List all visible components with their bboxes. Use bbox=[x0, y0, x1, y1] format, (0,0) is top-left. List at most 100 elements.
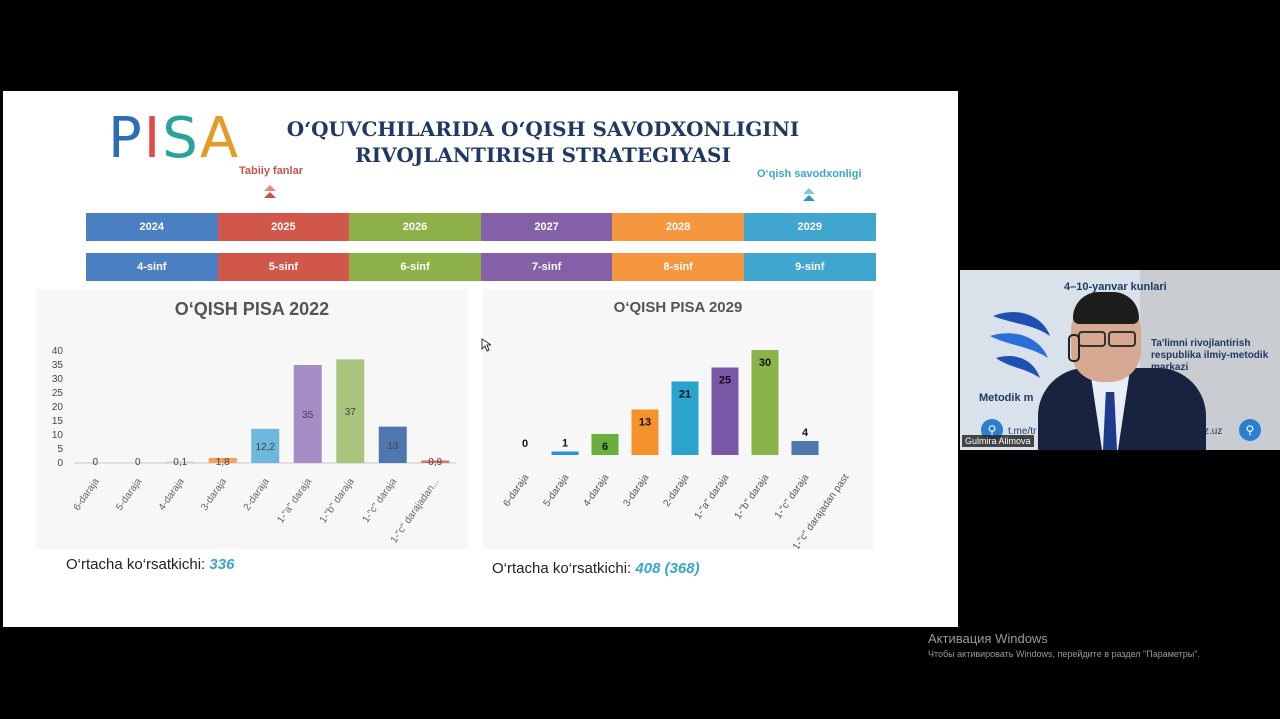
data-label: 0,9 bbox=[428, 457, 442, 468]
category-label: 2-daraja bbox=[661, 472, 691, 509]
year-cell: 2026 bbox=[349, 213, 481, 241]
y-tick-label: 5 bbox=[57, 444, 63, 455]
bar bbox=[293, 365, 322, 463]
slide-title: O‘QUVCHILARIDA O‘QISH SAVODXONLIGINI RIV… bbox=[233, 116, 853, 168]
bar bbox=[336, 359, 365, 463]
category-label: 1-"a" daraja bbox=[693, 472, 732, 521]
bar bbox=[251, 428, 280, 463]
data-label: 4 bbox=[802, 427, 809, 439]
chart-panel-2022: O‘QISH PISA 2022 0 5 10 15 20 25 30 35 40 0 6-dara… bbox=[36, 289, 468, 549]
y-tick-label: 20 bbox=[52, 402, 64, 413]
category-label: 1-"a" daraja bbox=[275, 476, 314, 525]
data-label: 21 bbox=[679, 389, 691, 401]
y-tick-label: 40 bbox=[52, 346, 64, 357]
year-cell: 2025 bbox=[217, 213, 350, 241]
data-label: 12,2 bbox=[256, 442, 276, 453]
data-label: 0,1 bbox=[173, 457, 187, 468]
headset-icon bbox=[1068, 334, 1080, 362]
year-cell: 2027 bbox=[480, 213, 613, 241]
category-label: 1-"b" daraja bbox=[733, 472, 772, 521]
category-label: 6-daraja bbox=[72, 476, 102, 513]
category-label: 6-daraja bbox=[501, 472, 531, 509]
bar bbox=[791, 441, 819, 455]
grade-cell: 7-sinf bbox=[480, 253, 613, 281]
presentation-slide: PISA O‘QUVCHILARIDA O‘QISH SAVODXONLIGIN… bbox=[3, 91, 958, 627]
org-line-2: respublika ilmiy-metodik bbox=[1151, 350, 1269, 361]
activation-title: Активация Windows bbox=[928, 631, 1048, 646]
chart-title: O‘QISH PISA 2022 bbox=[174, 299, 330, 319]
category-label: 3-daraja bbox=[199, 476, 229, 513]
category-label: 1-"b" daraja bbox=[318, 476, 357, 525]
bar bbox=[631, 409, 659, 455]
title-line-1: O‘QUVCHILARIDA O‘QISH SAVODXONLIGINI bbox=[286, 117, 800, 141]
category-label: 1-"c" daraja bbox=[773, 472, 812, 521]
category-label: 4-daraja bbox=[581, 472, 611, 509]
org-line-3: markazi bbox=[1151, 362, 1189, 373]
note-tabiiy-fanlar: Tabiiy fanlar bbox=[239, 165, 303, 177]
org-line-1: Ta'limni rivojlantirish bbox=[1151, 338, 1251, 349]
category-label: 1-"c" daraja bbox=[361, 476, 400, 525]
bar bbox=[591, 434, 619, 455]
presenter-tie bbox=[1103, 392, 1117, 450]
org-logo-icon bbox=[990, 312, 1050, 378]
bar bbox=[551, 451, 579, 455]
up-arrow-icon bbox=[264, 185, 276, 199]
average-value: 336 bbox=[209, 556, 235, 573]
link-text: t.me/tr bbox=[1008, 426, 1037, 437]
data-label: 13 bbox=[387, 441, 399, 452]
grades-row: 4-sinf 5-sinf 6-sinf 7-sinf 8-sinf 9-sin… bbox=[86, 253, 876, 281]
data-label: 0 bbox=[522, 438, 528, 450]
grade-cell: 4-sinf bbox=[86, 253, 218, 281]
pisa-logo: PISA bbox=[108, 106, 241, 171]
y-tick-label: 15 bbox=[52, 416, 64, 427]
y-tick-label: 10 bbox=[52, 430, 64, 441]
bar bbox=[166, 461, 195, 463]
bar-chart-2022: 0 5 10 15 20 25 30 35 40 0 6-daraja 0 5-daraja 0,1 4-d… bbox=[52, 346, 457, 545]
bar bbox=[378, 426, 407, 463]
category-label: 5-daraja bbox=[541, 472, 571, 509]
bar bbox=[421, 460, 450, 463]
chart-panel-2029: O‘QISH PISA 2029 0 6-daraja 1 5-daraja 6 4-da… bbox=[483, 289, 873, 549]
bar bbox=[711, 367, 739, 455]
y-tick-label: 25 bbox=[52, 388, 64, 399]
up-arrow-icon bbox=[803, 188, 815, 202]
y-tick-label: 0 bbox=[57, 458, 63, 469]
category-label: 4-daraja bbox=[157, 476, 187, 513]
video-left-text: Metodik m bbox=[979, 392, 1034, 404]
title-line-2: RIVOJLANTIRISH STRATEGIYASI bbox=[355, 143, 731, 167]
activation-text: Чтобы активировать Windows, перейдите в … bbox=[928, 649, 1200, 659]
note-oqish-savodxonligi: O‘qish savodxonligi bbox=[757, 168, 862, 180]
chart-title: O‘QISH PISA 2029 bbox=[613, 299, 743, 316]
bar-chart-2029: 0 6-daraja 1 5-daraja 6 4-daraja 13 3-daraja 21 2… bbox=[501, 350, 852, 549]
grade-cell: 9-sinf bbox=[743, 253, 876, 281]
grade-cell: 5-sinf bbox=[217, 253, 350, 281]
data-label: 0 bbox=[135, 457, 141, 468]
data-label: 30 bbox=[759, 357, 771, 369]
video-dates: 4–10-yanvar kunlari bbox=[1064, 281, 1167, 293]
y-tick-label: 35 bbox=[52, 360, 64, 371]
category-label: 1-"c" darajadan... bbox=[389, 476, 442, 545]
participant-name: Gulmira Alimova bbox=[962, 435, 1034, 447]
average-label: O‘rtacha ko‘rsatkichi: bbox=[66, 556, 206, 573]
year-cell: 2028 bbox=[612, 213, 744, 241]
data-label: 13 bbox=[639, 417, 651, 429]
y-tick-label: 30 bbox=[52, 374, 64, 385]
data-label: 35 bbox=[302, 410, 314, 421]
bar bbox=[671, 381, 699, 455]
average-2029: O‘rtacha ko‘rsatkichi: 408 (368) bbox=[492, 560, 700, 577]
category-label: 2-daraja bbox=[242, 476, 272, 513]
bar bbox=[751, 350, 779, 455]
data-label: 6 bbox=[602, 441, 608, 453]
grade-cell: 6-sinf bbox=[349, 253, 481, 281]
average-label: O‘rtacha ko‘rsatkichi: bbox=[492, 560, 632, 577]
average-2022: O‘rtacha ko‘rsatkichi: 336 bbox=[66, 556, 234, 573]
data-label: 1,8 bbox=[216, 457, 230, 468]
data-label: 1 bbox=[562, 438, 568, 450]
windows-activation: Активация Windows Чтобы активировать Win… bbox=[928, 631, 1200, 659]
bar bbox=[208, 457, 237, 463]
data-label: 37 bbox=[345, 407, 357, 418]
years-row: 2024 2025 2026 2027 2028 2029 bbox=[86, 213, 876, 241]
presenter-hair bbox=[1073, 292, 1139, 324]
year-cell: 2024 bbox=[86, 213, 218, 241]
year-cell: 2029 bbox=[743, 213, 876, 241]
